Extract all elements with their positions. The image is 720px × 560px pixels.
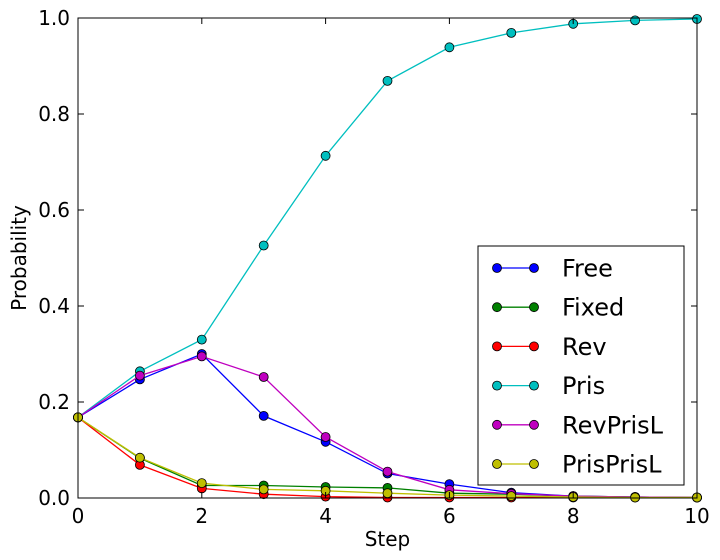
- legend-swatch-marker: [529, 302, 539, 313]
- y-tick-label: 0.6: [38, 198, 70, 222]
- data-point-revprisl: [320, 432, 331, 442]
- legend-swatch-marker: [529, 341, 539, 352]
- data-point-pris: [320, 150, 331, 161]
- x-tick-label: 2: [195, 504, 208, 528]
- legend-box: [477, 245, 685, 486]
- legend-label-free: Free: [562, 255, 613, 283]
- x-tick-label: 6: [443, 504, 456, 528]
- data-point-free: [258, 410, 269, 421]
- legend-swatch-marker: [492, 341, 502, 352]
- y-tick-label: 0.4: [38, 294, 70, 318]
- data-point-pris: [258, 240, 269, 251]
- data-point-revprisl: [196, 351, 207, 362]
- x-axis-label: Step: [365, 527, 411, 551]
- y-tick-label: 1.0: [38, 6, 70, 30]
- data-point-revprisl: [382, 466, 393, 477]
- data-point-prisprisl: [258, 484, 269, 495]
- x-tick-label: 0: [72, 504, 85, 528]
- legend-label-pris: Pris: [562, 372, 605, 400]
- x-tick-label: 8: [567, 504, 580, 528]
- x-tick-label: 10: [684, 504, 709, 528]
- legend-swatch-marker: [529, 419, 539, 430]
- data-point-revprisl: [134, 370, 145, 381]
- data-point-revprisl: [258, 372, 269, 382]
- data-point-pris: [382, 76, 393, 86]
- y-tick-label: 0.8: [38, 102, 70, 126]
- legend-swatch-marker: [492, 263, 502, 273]
- legend-label-prisprisl: PrisPrisL: [562, 451, 662, 479]
- legend-label-rev: Rev: [562, 333, 607, 361]
- legend-swatch-marker: [492, 459, 502, 469]
- data-point-pris: [630, 15, 640, 26]
- x-tick-label: 4: [319, 504, 332, 528]
- data-point-prisprisl: [506, 491, 517, 502]
- legend-swatch-marker: [529, 380, 539, 391]
- legend-label-revprisl: RevPrisL: [562, 411, 664, 439]
- plot-frame: [77, 17, 698, 499]
- legend: Free Fixed Rev Pris RevPrisL PrisPrisL: [477, 245, 685, 486]
- y-tick-label: 0.2: [38, 390, 70, 414]
- series-layer: [73, 14, 702, 503]
- data-point-prisprisl: [134, 452, 145, 463]
- data-point-prisprisl: [196, 478, 207, 489]
- data-point-prisprisl: [382, 488, 393, 499]
- legend-swatch-marker: [529, 263, 539, 273]
- ticks-layer: 0 2 4 6 8 10 0.0 0.2 0.4 0.6 0.8 1.0: [38, 6, 710, 528]
- data-point-pris: [506, 28, 517, 38]
- legend-label-fixed: Fixed: [562, 294, 624, 322]
- legend-swatch-marker: [529, 459, 539, 469]
- legend-swatch-marker: [492, 302, 502, 313]
- y-tick-label: 0.0: [38, 486, 70, 510]
- data-point-pris: [196, 334, 207, 345]
- data-point-pris: [444, 42, 455, 53]
- y-axis-label: Probability: [7, 205, 31, 311]
- legend-swatch-marker: [492, 380, 502, 391]
- legend-swatch-marker: [492, 419, 502, 430]
